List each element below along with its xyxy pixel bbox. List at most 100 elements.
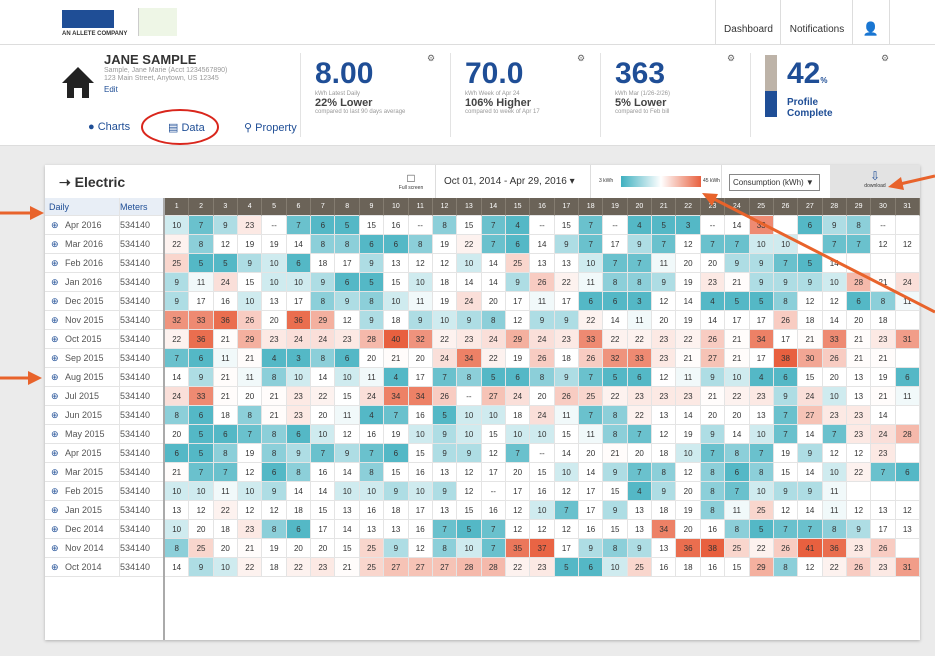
- gear[interactable]: ⚙: [427, 53, 436, 63]
- download-button[interactable]: ⇩ download: [830, 165, 920, 198]
- user-icon[interactable]: 👤: [852, 0, 890, 44]
- value-cell: 9: [165, 292, 190, 311]
- period-label: Feb 2015: [65, 486, 104, 496]
- value-cell: 17: [408, 368, 433, 387]
- period-cell[interactable]: ⊕ Jan 2015: [45, 501, 120, 520]
- value-cell: 7: [189, 216, 214, 235]
- period-label: Feb 2016: [65, 258, 104, 268]
- value-cell: 5: [335, 216, 360, 235]
- period-cell[interactable]: ⊕ Oct 2014: [45, 558, 120, 577]
- period-cell[interactable]: ⊕ Mar 2016: [45, 235, 120, 254]
- stat-value: 8.00: [315, 57, 374, 90]
- value-cell: 10: [165, 482, 190, 501]
- period-cell[interactable]: ⊕ Dec 2014: [45, 520, 120, 539]
- value-cell: 8: [165, 406, 190, 425]
- value-cell: 25: [359, 558, 385, 577]
- gear[interactable]: ⚙: [727, 53, 736, 63]
- value-cell: 17: [335, 254, 360, 273]
- value-cell: 34: [384, 387, 409, 406]
- value-cell: 8: [481, 311, 506, 330]
- value-cell: 33: [627, 349, 653, 368]
- value-cell: 31: [895, 330, 920, 349]
- tab-data[interactable]: ▤ Data: [168, 122, 205, 134]
- period-cell[interactable]: ⊕ Feb 2016: [45, 254, 120, 273]
- label: download: [864, 183, 886, 189]
- date-range[interactable]: Oct 01, 2014 - Apr 29, 2016 ▾: [435, 165, 594, 198]
- value-cell: [846, 254, 872, 273]
- value-cell: 24: [213, 273, 239, 292]
- value-cell: 24: [871, 425, 896, 444]
- value-cell: 9: [311, 273, 336, 292]
- value-cell: 10: [822, 387, 847, 406]
- period-label: Sep 2015: [65, 353, 104, 363]
- value-cell: 5: [189, 254, 214, 273]
- period-cell[interactable]: ⊕ Nov 2014: [45, 539, 120, 558]
- value-cell: 29: [311, 311, 336, 330]
- value-cell: 21: [700, 387, 726, 406]
- value-cell: 20: [213, 539, 239, 558]
- value-cell: 8: [238, 406, 263, 425]
- value-cell: 8: [700, 463, 726, 482]
- period-cell[interactable]: ⊕ Oct 2015: [45, 330, 120, 349]
- value-cell: 9: [432, 482, 458, 501]
- measure-select[interactable]: Consumption (kWh) ▼: [729, 174, 820, 191]
- tab-charts[interactable]: ● Charts: [88, 121, 131, 133]
- period-cell[interactable]: ⊕ Dec 2015: [45, 292, 120, 311]
- value-cell: 20: [822, 368, 847, 387]
- value-cell: --: [408, 216, 433, 235]
- value-cell: 5: [652, 216, 677, 235]
- nav-dashboard[interactable]: Dashboard: [715, 0, 781, 44]
- value-cell: 7: [432, 368, 458, 387]
- expand-icon: ⊕: [51, 372, 59, 382]
- value-cell: 7: [652, 235, 677, 254]
- value-cell: 10: [408, 482, 433, 501]
- period-header[interactable]: Daily: [45, 198, 120, 216]
- value-cell: 17: [505, 292, 531, 311]
- fullscreen-button[interactable]: □ Full screen: [390, 171, 432, 191]
- value-cell: 26: [700, 330, 726, 349]
- period-cell[interactable]: ⊕ Feb 2015: [45, 482, 120, 501]
- value-cell: 40: [384, 330, 409, 349]
- period-cell[interactable]: ⊕ Nov 2015: [45, 311, 120, 330]
- gear[interactable]: ⚙: [881, 53, 890, 63]
- unit: %: [820, 76, 828, 85]
- value-cell: 20: [408, 349, 433, 368]
- period-cell[interactable]: ⊕ Sep 2015: [45, 349, 120, 368]
- period-cell[interactable]: ⊕ Apr 2016: [45, 216, 120, 235]
- value-cell: 14: [603, 311, 628, 330]
- day-header: 18: [579, 198, 604, 216]
- nav-notifications[interactable]: Notifications: [780, 0, 853, 44]
- meter-header[interactable]: Meters: [120, 198, 165, 216]
- period-cell[interactable]: ⊕ Aug 2015: [45, 368, 120, 387]
- value-cell: [895, 254, 920, 273]
- value-cell: 3: [627, 292, 653, 311]
- value-cell: 23: [311, 558, 336, 577]
- value-cell: 23: [871, 330, 896, 349]
- expand-icon: ⊕: [51, 562, 59, 572]
- value-cell: 23: [871, 558, 896, 577]
- value-cell: 13: [895, 520, 920, 539]
- value-cell: 7: [505, 444, 531, 463]
- value-cell: 15: [384, 463, 409, 482]
- period-cell[interactable]: ⊕ Mar 2015: [45, 463, 120, 482]
- value-cell: 10: [457, 539, 482, 558]
- period-cell[interactable]: ⊕ Apr 2015: [45, 444, 120, 463]
- period-cell[interactable]: ⊕ Jul 2015: [45, 387, 120, 406]
- value-cell: 19: [432, 235, 458, 254]
- value-cell: 36: [286, 311, 312, 330]
- stat-label: kWh Mar (1/26-2/26): [615, 91, 671, 97]
- edit-link[interactable]: Edit: [104, 85, 118, 94]
- value-cell: 31: [895, 558, 920, 577]
- tab-property[interactable]: ⚲ Property: [244, 122, 297, 134]
- period-cell[interactable]: ⊕ May 2015: [45, 425, 120, 444]
- value-cell: 7: [579, 235, 604, 254]
- value-cell: 7: [725, 235, 750, 254]
- period-cell[interactable]: ⊕ Jan 2016: [45, 273, 120, 292]
- value-cell: 10: [238, 292, 263, 311]
- value-cell: 16: [359, 425, 385, 444]
- value-cell: 8: [603, 273, 628, 292]
- gear[interactable]: ⚙: [577, 53, 586, 63]
- value-cell: 22: [165, 235, 190, 254]
- value-cell: 26: [554, 387, 580, 406]
- period-cell[interactable]: ⊕ Jun 2015: [45, 406, 120, 425]
